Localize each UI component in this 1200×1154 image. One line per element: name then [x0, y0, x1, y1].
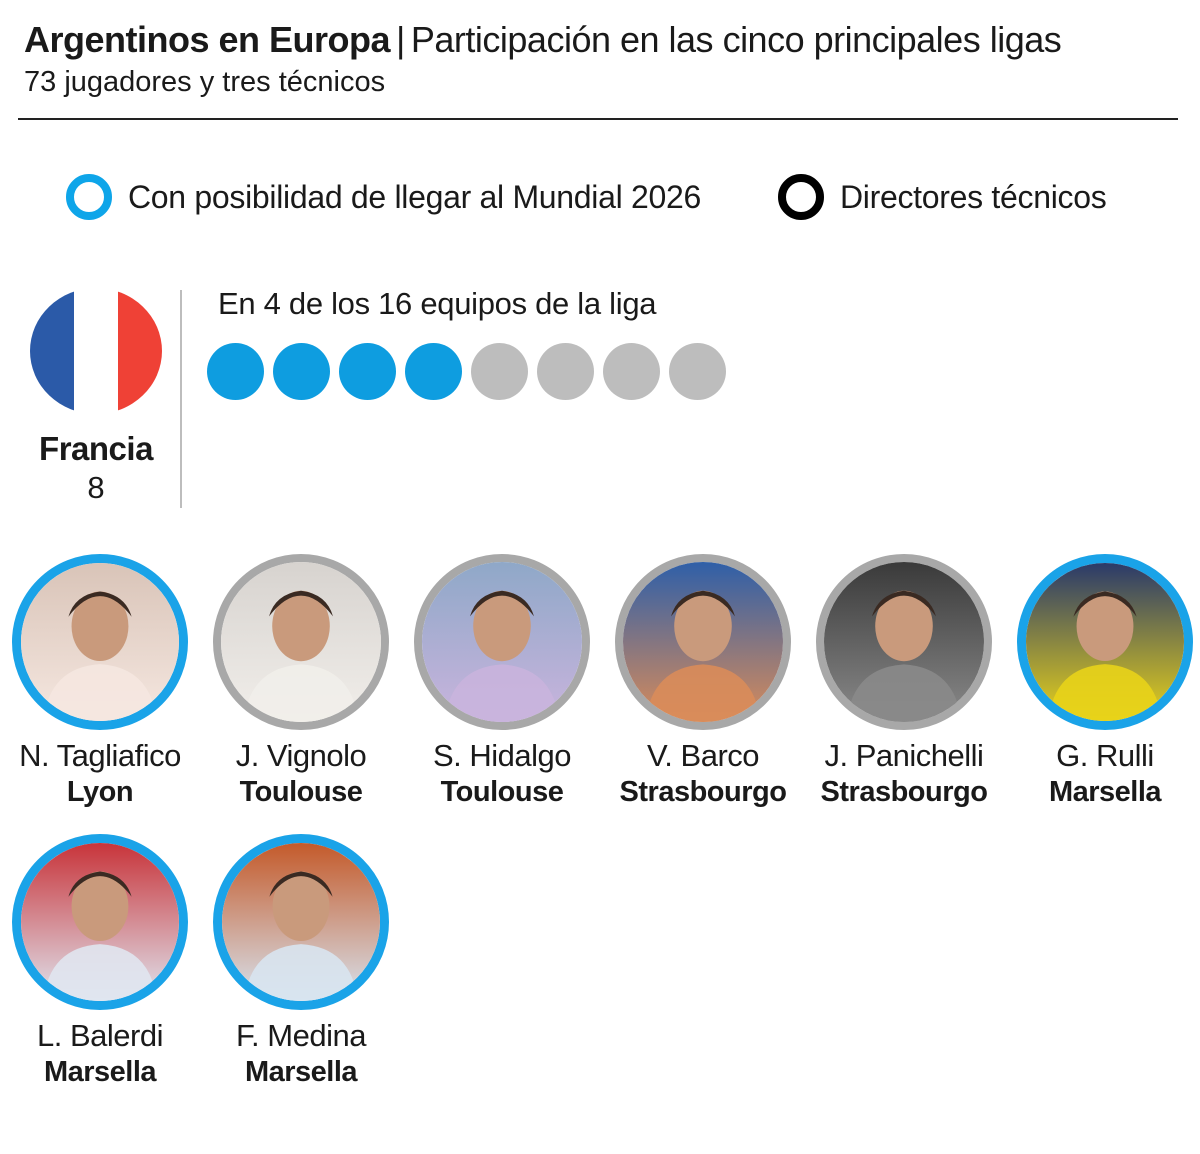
country-name: Francia — [39, 430, 153, 467]
player-photo-icon — [1026, 563, 1184, 721]
team-dots — [207, 343, 735, 400]
country-count: 8 — [87, 470, 105, 505]
player-photo-icon — [222, 843, 380, 1001]
vertical-divider — [180, 290, 182, 508]
player-photo-icon — [422, 562, 582, 722]
player-avatar — [816, 554, 992, 730]
title-separator: | — [396, 19, 405, 60]
legend-item-mundial: Con posibilidad de llegar al Mundial 202… — [66, 174, 701, 220]
player-photo-icon — [824, 562, 984, 722]
team-dot-active — [273, 343, 330, 400]
team-dot-active — [339, 343, 396, 400]
player-name: F. Medina — [236, 1018, 366, 1053]
header: Argentinos en Europa | Participación en la… — [24, 18, 1184, 100]
player-avatar — [615, 554, 791, 730]
team-dot-active — [405, 343, 462, 400]
player-photo-icon — [21, 563, 179, 721]
player-club: Marsella — [43, 1056, 157, 1088]
player-photo-icon — [623, 562, 783, 722]
black-ring-icon — [778, 174, 824, 220]
flag-stripe — [74, 288, 118, 414]
team-dot-active — [207, 343, 264, 400]
title-bold: Argentinos en Europa — [24, 19, 391, 60]
team-dot-inactive — [603, 343, 660, 400]
page-title: Argentinos en Europa | Participación en la… — [24, 18, 1184, 62]
player-name: L. Balerdi — [37, 1018, 163, 1053]
flag-stripe — [118, 288, 162, 414]
player-club: Strasbourgo — [619, 776, 787, 808]
team-dot-inactive — [669, 343, 726, 400]
player-club: Marsella — [1048, 776, 1162, 808]
teams-label: En 4 de los 16 equipos de la liga — [218, 286, 657, 321]
player-photo-icon — [221, 562, 381, 722]
player-name: V. Barco — [646, 738, 760, 773]
player-avatar — [12, 834, 188, 1010]
player-name: G. Rulli — [1056, 738, 1154, 773]
player-club: Marsella — [244, 1056, 358, 1088]
player-avatar — [1017, 554, 1193, 730]
player-name: J. Panichelli — [824, 738, 984, 773]
title-rest: Participación en las cinco principales l… — [410, 19, 1062, 60]
player-club: Lyon — [66, 776, 134, 808]
player-name: S. Hidalgo — [432, 738, 572, 773]
player-avatar — [12, 554, 188, 730]
legend: Con posibilidad de llegar al Mundial 202… — [0, 174, 1200, 234]
country-block: Francia 8 — [30, 288, 164, 505]
player-avatar — [414, 554, 590, 730]
player-photo-icon — [21, 843, 179, 1001]
player-avatar — [213, 834, 389, 1010]
legend-label-mundial: Con posibilidad de llegar al Mundial 202… — [128, 178, 701, 215]
team-dot-inactive — [471, 343, 528, 400]
player-avatar — [213, 554, 389, 730]
flag-stripe — [30, 288, 74, 414]
france-flag-icon — [30, 288, 162, 414]
team-dot-inactive — [537, 343, 594, 400]
page-subtitle: 73 jugadores y tres técnicos — [24, 66, 386, 98]
header-divider — [18, 118, 1178, 120]
player-club: Toulouse — [239, 776, 363, 808]
player-name: J. Vignolo — [235, 738, 367, 773]
player-club: Toulouse — [440, 776, 564, 808]
legend-item-coach: Directores técnicos — [778, 174, 1107, 220]
blue-ring-icon — [66, 174, 112, 220]
player-club: Strasbourgo — [820, 776, 988, 808]
legend-label-coach: Directores técnicos — [840, 178, 1107, 215]
player-name: N. Tagliafico — [19, 738, 181, 773]
